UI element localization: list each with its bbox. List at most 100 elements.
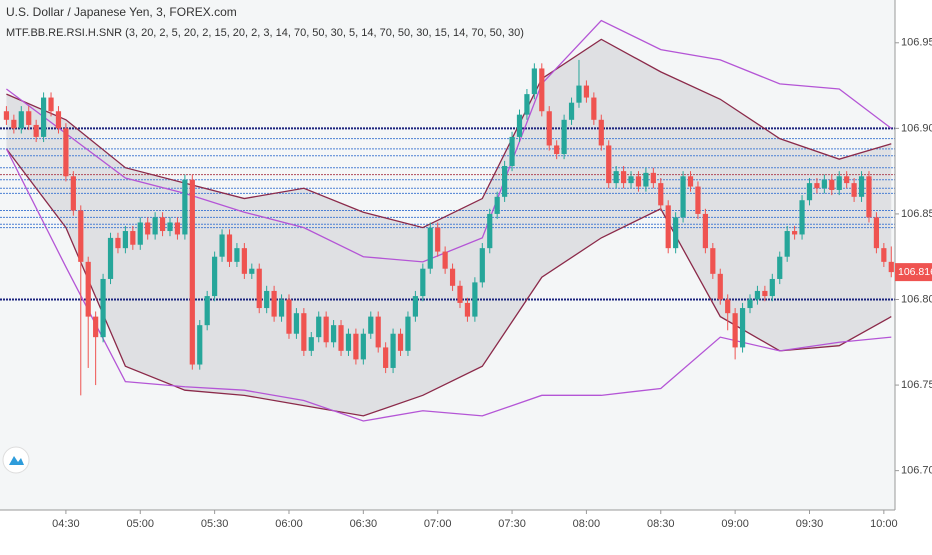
candle-body	[182, 179, 188, 235]
candle-body	[531, 68, 537, 95]
candle-body	[650, 172, 656, 184]
candle-body	[390, 333, 396, 368]
candle-body	[330, 325, 337, 343]
candle-body	[48, 97, 54, 112]
chart-title: U.S. Dollar / Japanese Yen, 3, FOREX.com	[6, 5, 237, 19]
candle-body	[93, 316, 99, 338]
candle-body	[219, 234, 225, 257]
candle-body	[420, 268, 426, 297]
candle-body	[561, 119, 567, 155]
candle-body	[234, 248, 240, 262]
candle-body	[63, 128, 69, 177]
candle-body	[829, 179, 835, 190]
candle-body	[881, 248, 887, 262]
candle-body	[747, 299, 753, 309]
candle-body	[375, 316, 381, 348]
x-tick-label: 06:30	[350, 518, 378, 530]
candle-body	[137, 222, 143, 245]
candle-body	[799, 200, 805, 235]
candle-body	[70, 176, 76, 211]
y-tick-label: 106.850	[901, 208, 932, 220]
x-tick-label: 05:30	[201, 518, 229, 530]
candle-body	[145, 222, 151, 235]
candle-body	[353, 333, 359, 360]
candle-body	[739, 308, 746, 348]
candle-body	[873, 217, 880, 249]
candle-body	[546, 111, 552, 146]
overlay-line	[5, 148, 892, 417]
x-tick-label: 09:30	[796, 518, 824, 530]
candle-body	[383, 347, 389, 368]
x-tick-label: 09:00	[721, 518, 749, 530]
candle-body	[524, 94, 530, 115]
candle-body	[784, 231, 790, 257]
candle-body	[635, 176, 642, 187]
candle-body	[271, 290, 277, 317]
candle-body	[167, 222, 173, 232]
last-price-label: 106.816	[898, 266, 932, 278]
x-tick-label: 07:00	[424, 518, 452, 530]
candle-body	[687, 176, 694, 187]
candle-body	[241, 248, 247, 274]
candle-body	[858, 176, 865, 197]
candle-body	[100, 278, 106, 338]
candle-body	[487, 213, 493, 249]
candle-body	[338, 325, 344, 351]
candle-body	[107, 237, 114, 279]
candle-body	[174, 222, 181, 235]
candle-body	[628, 176, 634, 184]
candle-body	[368, 316, 374, 334]
x-tick-label: 07:30	[498, 518, 526, 530]
candle-body	[55, 111, 62, 129]
candle-body	[606, 145, 612, 184]
y-tick-label: 106.900	[901, 122, 932, 134]
candle-body	[583, 85, 590, 98]
candle-body	[427, 227, 433, 269]
x-tick-label: 08:30	[647, 518, 675, 530]
candle-body	[472, 282, 478, 317]
candle-body	[732, 313, 738, 348]
x-tick-label: 08:00	[573, 518, 601, 530]
candle-body	[888, 261, 894, 273]
candle-body	[754, 290, 761, 300]
candle-body	[457, 285, 463, 303]
candle-body	[777, 256, 783, 279]
candle-body	[316, 316, 322, 338]
candle-body	[189, 179, 195, 365]
candle-body	[249, 268, 255, 274]
x-tick-label: 04:30	[52, 518, 80, 530]
candle-body	[591, 97, 597, 120]
candle-body	[702, 213, 708, 249]
candle-body	[613, 171, 619, 184]
candle-body	[568, 102, 575, 120]
candle-body	[502, 166, 508, 197]
candle-body	[323, 316, 329, 343]
candle-body	[814, 183, 820, 189]
candle-body	[673, 217, 679, 249]
plot	[0, 19, 895, 422]
candle-body	[695, 186, 701, 214]
candle-body	[762, 290, 768, 297]
candle-body	[226, 234, 233, 262]
candle-body	[26, 111, 32, 125]
candle-body	[554, 145, 560, 155]
candle-body	[3, 111, 10, 120]
candle-body	[479, 248, 485, 283]
candle-body	[159, 217, 166, 232]
candle-body	[836, 176, 842, 190]
candle-body	[78, 210, 84, 262]
candle-body	[844, 176, 850, 184]
overlay-line	[6, 19, 892, 263]
candle-body	[286, 299, 292, 334]
candle-body	[821, 179, 827, 189]
x-tick-label: 05:00	[126, 518, 154, 530]
candle-body	[658, 183, 664, 206]
candle-body	[620, 171, 627, 184]
candle-body	[130, 231, 136, 245]
candle-body	[40, 97, 47, 137]
candle-body	[665, 205, 671, 249]
candle-body	[308, 337, 314, 351]
y-tick-label: 106.950	[901, 37, 932, 49]
candle-body	[449, 268, 456, 286]
logo-icon	[9, 456, 24, 465]
